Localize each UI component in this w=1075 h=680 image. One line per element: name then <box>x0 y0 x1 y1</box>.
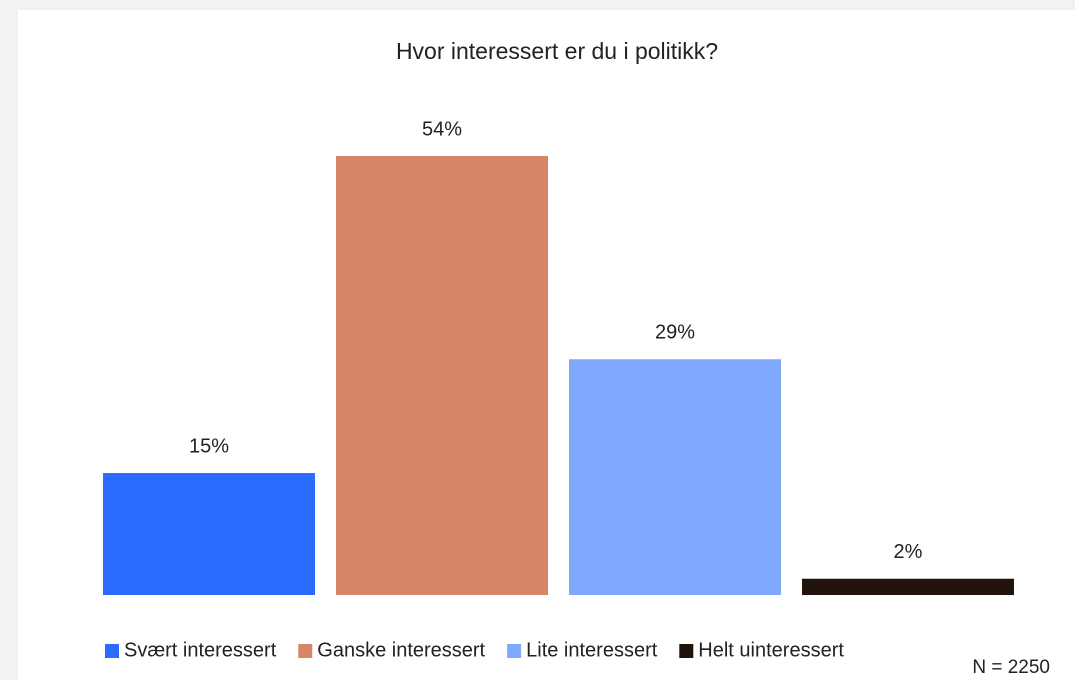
note: N = 2250 <box>972 657 1050 678</box>
legend-label: Lite interessert <box>526 639 658 661</box>
legend-swatch <box>679 644 694 658</box>
bar <box>103 473 315 595</box>
legend-label: Ganske interessert <box>317 639 485 661</box>
legend-swatch <box>298 644 313 658</box>
value-label: 2% <box>894 541 923 563</box>
chart-title: Hvor interessert er du i politikk? <box>396 38 718 64</box>
value-label: 54% <box>422 118 462 140</box>
legend-swatch <box>105 644 119 658</box>
bar <box>802 578 1014 595</box>
bar <box>336 156 548 595</box>
legend-label: Helt uinteressert <box>698 639 844 661</box>
value-label: 15% <box>189 435 229 457</box>
legend-swatch <box>507 644 522 658</box>
legend-label: Svært interessert <box>124 639 277 661</box>
bar <box>569 359 781 595</box>
value-label: 29% <box>655 322 695 344</box>
